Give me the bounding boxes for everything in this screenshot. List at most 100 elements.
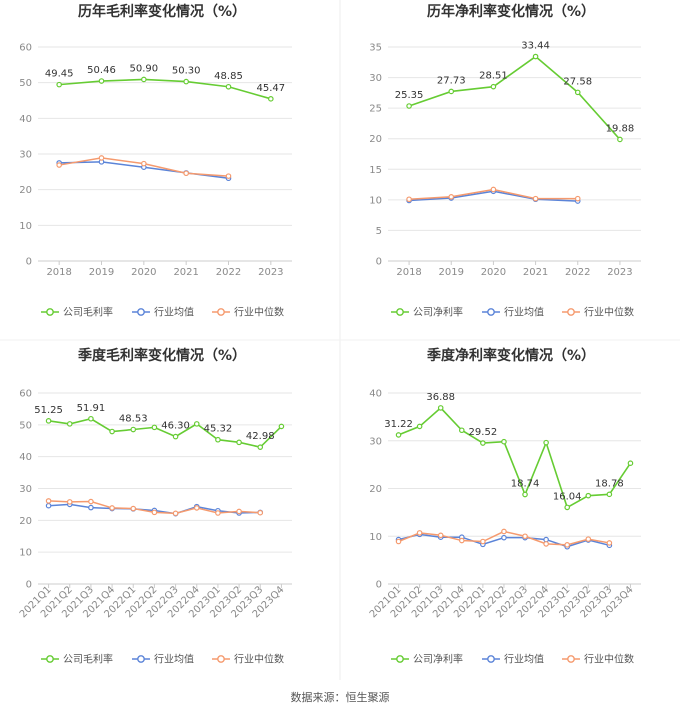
data-label: 18.78 bbox=[595, 478, 624, 489]
data-point bbox=[183, 78, 189, 85]
legend: 公司毛利率 行业均值 行业中位数 bbox=[41, 306, 284, 319]
data-point bbox=[480, 440, 486, 446]
y-tick-label: 25 bbox=[369, 104, 382, 115]
x-tick-label: 2023 bbox=[258, 267, 283, 278]
legend-label: 公司毛利率 bbox=[63, 306, 113, 319]
legend-label: 公司毛利率 bbox=[63, 653, 113, 666]
data-label: 27.58 bbox=[563, 76, 592, 87]
x-tick-label: 2021 bbox=[523, 267, 548, 278]
y-tick-label: 30 bbox=[369, 73, 382, 84]
data-point bbox=[193, 421, 200, 427]
y-tick-label: 35 bbox=[369, 43, 382, 54]
x-tick-label: 2018 bbox=[396, 267, 421, 278]
data-point bbox=[574, 195, 581, 202]
y-tick-label: 20 bbox=[369, 484, 382, 495]
data-point bbox=[480, 538, 486, 545]
data-point bbox=[257, 509, 264, 516]
data-point bbox=[172, 433, 179, 440]
data-point bbox=[109, 505, 115, 511]
data-point bbox=[606, 540, 613, 546]
data-point bbox=[56, 81, 62, 88]
data-label: 51.25 bbox=[34, 405, 63, 416]
x-tick-label: 2020 bbox=[481, 267, 506, 278]
data-point bbox=[172, 510, 179, 517]
data-point bbox=[66, 421, 73, 427]
data-point bbox=[236, 508, 242, 515]
data-point bbox=[522, 533, 528, 540]
legend-label: 公司净利率 bbox=[413, 653, 463, 666]
company-line bbox=[59, 78, 272, 100]
y-tick-label: 30 bbox=[19, 484, 32, 495]
legend: 公司净利率 行业均值 行业中位数 bbox=[391, 653, 634, 666]
y-tick-label: 60 bbox=[19, 389, 32, 400]
data-point bbox=[98, 155, 105, 161]
data-point bbox=[88, 504, 94, 511]
legend-company: 公司毛利率 bbox=[41, 306, 113, 319]
data-point bbox=[490, 186, 497, 193]
data-label: 31.22 bbox=[384, 419, 413, 430]
x-tick-label: 2021 bbox=[173, 267, 198, 278]
data-point bbox=[130, 426, 137, 433]
legend-label: 公司净利率 bbox=[413, 306, 463, 319]
data-point bbox=[564, 504, 571, 511]
x-tick-label: 2019 bbox=[439, 267, 464, 278]
company-line bbox=[398, 406, 632, 509]
legend-marker-icon bbox=[567, 655, 575, 663]
data-label: 16.04 bbox=[553, 491, 582, 502]
data-label: 19.88 bbox=[606, 123, 635, 134]
chart-title: 季度毛利率变化情况（%） bbox=[77, 347, 246, 364]
legend-label: 行业均值 bbox=[154, 653, 194, 666]
legend-industry-avg: 行业均值 bbox=[132, 653, 194, 666]
legend-marker-icon bbox=[396, 655, 404, 663]
data-point bbox=[45, 498, 52, 504]
data-point bbox=[627, 460, 634, 466]
data-label: 50.30 bbox=[172, 66, 201, 77]
data-point bbox=[543, 439, 549, 446]
legend-label: 行业中位数 bbox=[584, 653, 634, 666]
data-point bbox=[268, 96, 274, 102]
data-point bbox=[416, 423, 423, 430]
y-tick-label: 15 bbox=[369, 165, 382, 176]
source-note: 数据来源：恒生聚源 bbox=[290, 691, 390, 704]
data-point bbox=[448, 194, 455, 200]
y-tick-label: 30 bbox=[369, 436, 382, 447]
data-point bbox=[236, 439, 242, 446]
data-point bbox=[395, 538, 402, 545]
chart-title: 历年净利率变化情况（%） bbox=[427, 3, 595, 20]
data-point bbox=[448, 88, 455, 95]
legend-marker-icon bbox=[396, 308, 404, 316]
x-tick-label: 2020 bbox=[131, 267, 156, 278]
legend-label: 行业均值 bbox=[154, 306, 194, 319]
y-tick-label: 0 bbox=[376, 257, 382, 268]
legend-marker-icon bbox=[137, 655, 145, 663]
data-point bbox=[109, 428, 115, 435]
data-label: 27.73 bbox=[437, 75, 466, 86]
data-label: 29.52 bbox=[469, 427, 498, 438]
legend-marker-icon bbox=[487, 655, 495, 663]
data-point bbox=[564, 542, 571, 548]
y-tick-label: 5 bbox=[376, 226, 382, 237]
data-point bbox=[193, 505, 200, 511]
data-point bbox=[183, 170, 189, 177]
data-label: 18.74 bbox=[511, 479, 540, 490]
legend-marker-icon bbox=[46, 308, 54, 316]
y-tick-label: 0 bbox=[26, 257, 32, 268]
data-point bbox=[416, 530, 423, 536]
data-point bbox=[522, 491, 528, 498]
legend-marker-icon bbox=[46, 655, 54, 663]
x-tick-label: 2023 bbox=[607, 267, 632, 278]
legend-marker-icon bbox=[137, 308, 145, 316]
y-tick-label: 10 bbox=[19, 548, 32, 559]
data-point bbox=[66, 499, 73, 505]
data-label: 48.53 bbox=[119, 414, 148, 425]
data-point bbox=[437, 405, 444, 411]
y-tick-label: 40 bbox=[19, 114, 32, 125]
legend-label: 行业均值 bbox=[504, 653, 544, 666]
y-tick-label: 30 bbox=[19, 150, 32, 161]
data-point bbox=[151, 509, 158, 516]
y-tick-label: 20 bbox=[19, 516, 32, 527]
data-label: 28.51 bbox=[479, 71, 508, 82]
y-tick-label: 0 bbox=[376, 580, 382, 591]
data-label: 45.47 bbox=[257, 83, 286, 94]
data-point bbox=[278, 423, 285, 430]
